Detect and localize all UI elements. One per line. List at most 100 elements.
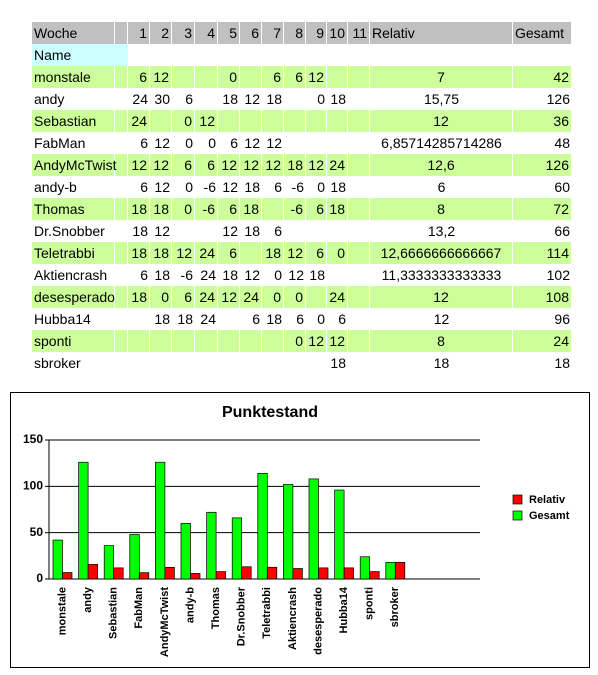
- score-cell: [240, 242, 262, 264]
- score-cell: 0: [218, 66, 240, 88]
- score-cell: [262, 330, 284, 352]
- score-cell: 18: [128, 198, 150, 220]
- score-cell: 114: [513, 242, 572, 264]
- score-cell: 6: [274, 223, 282, 239]
- score-cell: 18: [330, 179, 346, 195]
- score-cell: 12: [218, 154, 240, 176]
- player-name: sbroker: [34, 355, 81, 371]
- score-cell: [284, 110, 306, 132]
- header-cell: 9: [306, 22, 326, 44]
- score-cell: [172, 66, 195, 88]
- score-cell: 12: [266, 135, 282, 151]
- header-cell: 10: [327, 22, 347, 44]
- score-cell: 108: [513, 286, 572, 308]
- score-cell: 18: [154, 311, 170, 327]
- score-cell: [348, 110, 370, 132]
- header-cell: 11: [348, 22, 369, 44]
- score-cell: 24: [513, 330, 572, 352]
- score-cell: 12: [222, 223, 238, 239]
- bar: [292, 568, 303, 580]
- score-cell: 6: [185, 91, 193, 107]
- score-cell: 6: [437, 179, 446, 195]
- bar: [78, 461, 89, 580]
- score-cell: 24: [195, 242, 218, 264]
- score-cell: -6: [284, 198, 306, 220]
- score-cell: 12: [150, 66, 172, 88]
- bar: [52, 539, 63, 580]
- score-cell: 12: [244, 135, 260, 151]
- score-cell: 6: [218, 242, 240, 264]
- player-name: sponti: [32, 330, 115, 352]
- score-cell: [195, 330, 218, 352]
- score-cell: 6: [140, 135, 148, 151]
- score-cell: 18: [177, 311, 193, 327]
- score-cell: 12: [244, 91, 260, 107]
- score-cell: 12: [244, 267, 260, 283]
- score-cell: 6: [128, 66, 150, 88]
- header-cell: [115, 22, 127, 44]
- score-cell: 8: [370, 198, 513, 220]
- score-cell: [115, 242, 128, 264]
- name-label: Name: [32, 44, 128, 66]
- x-tick-label: andy: [82, 586, 94, 613]
- x-tick-label: sbroker: [389, 586, 401, 627]
- score-cell: 102: [546, 267, 570, 283]
- score-cell: [306, 110, 327, 132]
- x-tick-label: andy-b: [184, 587, 196, 623]
- score-cell: 6: [274, 179, 282, 195]
- score-cell: [327, 110, 348, 132]
- x-tick-label: Hubba14: [338, 586, 350, 633]
- bar: [215, 571, 226, 580]
- player-name: Teletrabbi: [32, 242, 115, 264]
- score-cell: 36: [513, 110, 572, 132]
- header-cell: Woche: [32, 22, 114, 44]
- score-cell: 11,3333333333333: [381, 267, 502, 283]
- score-cell: 12: [128, 154, 150, 176]
- score-cell: 18: [244, 223, 260, 239]
- score-cell: 18: [154, 267, 170, 283]
- score-cell: 6: [306, 242, 327, 264]
- score-cell: 0: [185, 179, 193, 195]
- score-cell: 18: [554, 355, 570, 371]
- bar: [318, 567, 329, 580]
- score-cell: 12: [306, 66, 327, 88]
- player-name: Thomas: [32, 198, 115, 220]
- bar: [283, 484, 294, 580]
- score-cell: 12: [288, 267, 304, 283]
- bar: [359, 556, 371, 580]
- score-cell: [115, 66, 128, 88]
- legend-swatch: [512, 510, 523, 521]
- legend-label: Gesamt: [529, 510, 570, 522]
- score-cell: 12: [172, 242, 195, 264]
- header-cell: 7: [262, 22, 283, 44]
- score-cell: 12: [370, 286, 513, 308]
- score-cell: 13,2: [427, 223, 456, 239]
- score-cell: 18: [330, 355, 346, 371]
- score-cell: 18: [244, 179, 260, 195]
- row-background: [32, 286, 572, 308]
- row-background: [32, 330, 572, 352]
- bar: [334, 489, 345, 580]
- score-cell: 12: [327, 330, 348, 352]
- score-cell: 0: [172, 110, 195, 132]
- score-cell: [218, 330, 240, 352]
- header-cell: Gesamt: [513, 22, 571, 44]
- player-name: andy-b: [34, 179, 77, 195]
- y-tick-label: 150: [23, 432, 43, 446]
- score-cell: 6: [262, 66, 284, 88]
- score-cell: 24: [327, 154, 348, 176]
- player-name: desesperado: [32, 286, 115, 308]
- score-cell: 12: [154, 135, 170, 151]
- score-cell: 6: [230, 135, 238, 151]
- header-cell: 3: [172, 22, 194, 44]
- score-cell: 42: [513, 66, 572, 88]
- score-cell: 18: [222, 91, 238, 107]
- score-cell: 0: [185, 135, 193, 151]
- score-cell: -6: [180, 267, 193, 283]
- bar: [155, 461, 166, 580]
- score-cell: 7: [370, 66, 513, 88]
- score-cell: 6: [252, 311, 260, 327]
- score-cell: 12: [433, 311, 450, 327]
- score-cell: 66: [554, 223, 570, 239]
- score-cell: 126: [513, 154, 572, 176]
